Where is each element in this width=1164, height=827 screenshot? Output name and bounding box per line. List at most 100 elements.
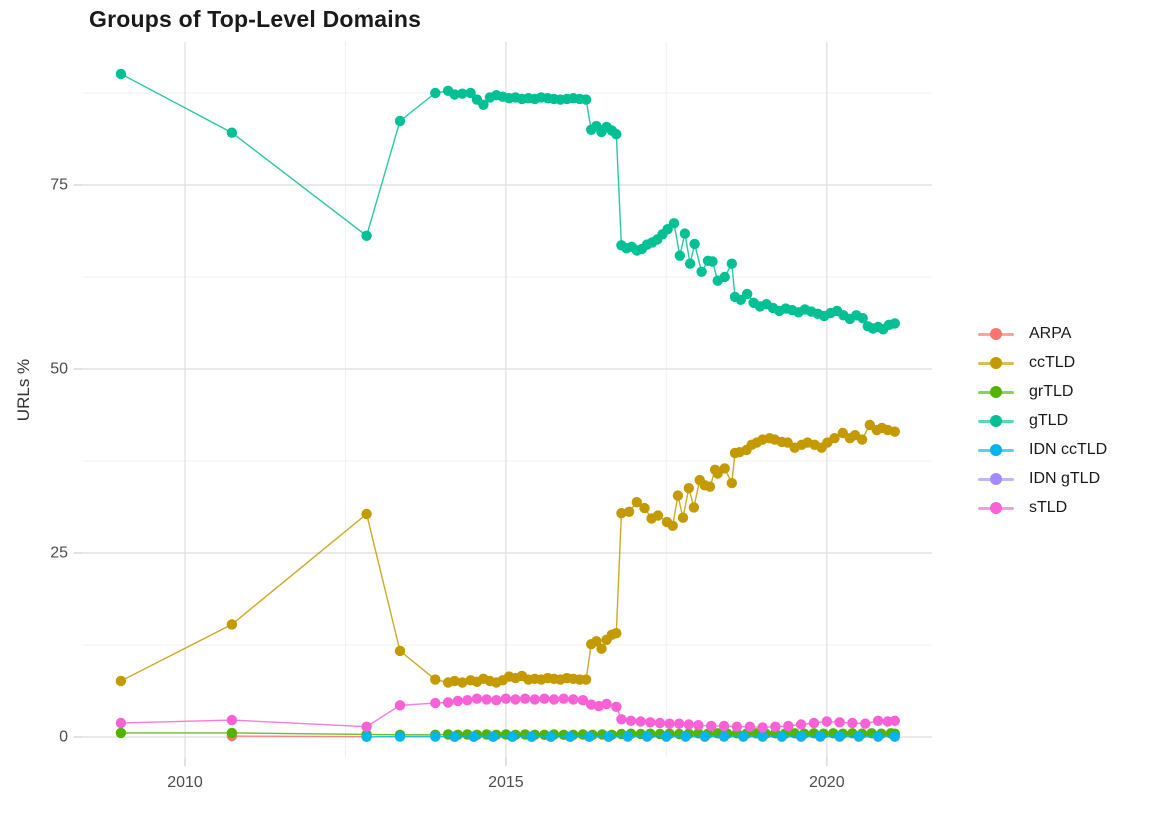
data-point [478,99,489,111]
data-point [601,698,612,710]
data-point [226,619,238,630]
legend: ARPA ccTLD grTLD gTLD IDN ccTLD IDN gTLD sTLD [978,319,1107,522]
data-point [667,520,678,531]
data-point [726,477,737,489]
legend-key-icon [978,501,1014,514]
legend-label: ARPA [1029,324,1072,342]
data-point [625,715,637,726]
legend-label: sTLD [1029,498,1068,516]
series-gtld [115,68,900,335]
y-tick-label: 75 [50,177,68,194]
legend-key-icon [978,414,1014,427]
data-point [580,674,592,685]
data-point [744,721,755,732]
data-point [707,256,718,267]
data-point [795,731,807,742]
data-point [635,716,646,727]
data-point [853,731,864,742]
series-line [120,73,895,331]
legend-key-icon [978,443,1014,456]
data-point [394,700,406,711]
legend-dot-icon [990,443,1002,456]
data-point [580,94,592,105]
data-point [449,89,460,100]
legend-key-icon [978,327,1014,340]
legend-label: gTLD [1029,411,1069,429]
data-point [664,718,675,729]
data-point [770,721,781,732]
data-point [462,695,473,706]
data-point [394,115,406,127]
legend-dot-icon [990,356,1002,369]
data-point [548,694,560,705]
data-point [529,694,540,705]
series-cctld [115,419,900,688]
data-point [641,731,653,742]
data-point [611,701,622,712]
data-point [584,731,595,742]
data-point [471,693,483,704]
data-point [683,719,694,730]
legend-key-icon [978,472,1014,485]
legend-item-idn-cctld: IDN ccTLD [978,435,1107,464]
data-point [623,506,635,517]
data-point [857,313,868,324]
data-point [757,722,768,733]
data-point [115,68,127,80]
data-point [683,483,694,494]
legend-item-idn-gtld: IDN gTLD [978,464,1107,493]
data-point [889,318,900,329]
data-point [680,731,691,742]
data-point [783,720,794,732]
data-point [539,693,550,704]
legend-dot-icon [990,327,1002,340]
data-point [394,645,406,657]
data-point [596,643,607,654]
data-point [442,697,454,708]
data-point [465,87,476,99]
y-tick-label: 50 [50,361,68,378]
data-point [645,717,656,728]
data-point [449,675,460,687]
legend-item-grtld: grTLD [978,377,1107,406]
data-point [526,731,537,742]
data-point [718,720,730,732]
data-point [815,731,826,742]
data-point [115,717,127,729]
data-point [361,230,372,241]
data-point [452,695,463,707]
data-point [834,731,845,742]
data-point [689,238,700,250]
data-point [226,127,238,138]
data-point [639,502,650,514]
data-point [672,490,684,501]
data-point [684,258,696,269]
data-point [361,721,372,732]
data-point [519,693,531,704]
data-point [757,731,768,742]
legend-dot-icon [990,472,1002,485]
data-point [856,434,868,445]
data-point [591,636,602,647]
legend-dot-icon [990,385,1002,398]
data-point [726,258,737,269]
data-point [808,717,820,729]
data-point [577,695,589,706]
data-point [491,695,502,706]
data-point [718,731,730,742]
legend-key-icon [978,385,1014,398]
data-point [674,250,685,261]
data-point [507,731,518,742]
data-point [674,718,685,729]
data-point [616,714,627,725]
data-point [719,271,730,283]
data-point [872,715,884,726]
data-point [226,714,238,726]
data-point [719,463,730,474]
data-point [611,628,622,639]
data-point [872,731,884,742]
data-point [616,508,627,519]
data-point [631,497,642,508]
